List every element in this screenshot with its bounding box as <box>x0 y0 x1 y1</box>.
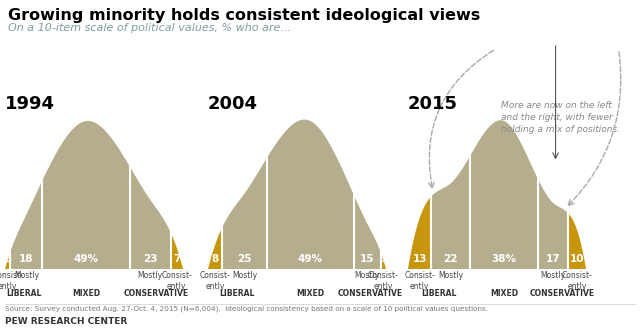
Text: MIXED: MIXED <box>296 289 324 298</box>
Text: PEW RESEARCH CENTER: PEW RESEARCH CENTER <box>5 317 127 326</box>
Text: 10: 10 <box>570 254 584 264</box>
Text: LIBERAL: LIBERAL <box>220 289 255 298</box>
Polygon shape <box>267 119 354 269</box>
Polygon shape <box>538 180 568 269</box>
Polygon shape <box>129 167 170 269</box>
Text: 1994: 1994 <box>5 95 55 113</box>
Polygon shape <box>42 121 129 269</box>
Text: LIBERAL: LIBERAL <box>6 289 42 298</box>
Text: 13: 13 <box>412 254 427 264</box>
Polygon shape <box>568 213 586 269</box>
Polygon shape <box>431 156 470 269</box>
Polygon shape <box>10 181 42 269</box>
Polygon shape <box>5 253 10 269</box>
Text: CONSERVATIVE: CONSERVATIVE <box>337 289 403 298</box>
Text: 2015: 2015 <box>408 95 458 113</box>
Polygon shape <box>408 197 431 269</box>
Text: 49%: 49% <box>298 254 323 264</box>
Polygon shape <box>354 196 381 269</box>
Polygon shape <box>208 228 222 269</box>
Text: 23: 23 <box>143 254 157 264</box>
Text: CONSERVATIVE: CONSERVATIVE <box>529 289 595 298</box>
Text: More are now on the left
and the right, with fewer
holding a mix of positions.: More are now on the left and the right, … <box>500 101 620 134</box>
Text: LIBERAL: LIBERAL <box>422 289 457 298</box>
Text: 7: 7 <box>173 254 180 264</box>
Text: Mostly: Mostly <box>232 271 257 280</box>
Text: Consist-
ently: Consist- ently <box>368 271 399 291</box>
Text: 17: 17 <box>546 254 561 264</box>
Text: Consist-
ently: Consist- ently <box>404 271 435 291</box>
Text: 15: 15 <box>360 254 374 264</box>
Text: Consist-
ently: Consist- ently <box>0 271 23 291</box>
Text: 3: 3 <box>4 254 12 264</box>
Polygon shape <box>222 159 267 269</box>
Text: 3: 3 <box>380 254 387 264</box>
Text: MIXED: MIXED <box>490 289 518 298</box>
Text: 18: 18 <box>19 254 34 264</box>
Text: Mostly: Mostly <box>355 271 380 280</box>
Text: 8: 8 <box>211 254 219 264</box>
Text: Source: Survey conducted Aug. 27-Oct. 4, 2015 (N=6,004).  Ideological consistenc: Source: Survey conducted Aug. 27-Oct. 4,… <box>5 306 488 312</box>
Polygon shape <box>470 120 538 269</box>
Text: On a 10-item scale of political values, % who are...: On a 10-item scale of political values, … <box>8 23 291 33</box>
Text: Consist-
ently: Consist- ently <box>200 271 230 291</box>
Text: Mostly: Mostly <box>138 271 163 280</box>
Text: Mostly: Mostly <box>14 271 39 280</box>
Text: 49%: 49% <box>74 254 99 264</box>
Text: Consist-
ently: Consist- ently <box>562 271 593 291</box>
Text: CONSERVATIVE: CONSERVATIVE <box>124 289 189 298</box>
Text: 38%: 38% <box>492 254 516 264</box>
Text: 2004: 2004 <box>208 95 258 113</box>
Text: Mostly: Mostly <box>438 271 463 280</box>
Text: 25: 25 <box>237 254 252 264</box>
Text: MIXED: MIXED <box>72 289 100 298</box>
Text: Mostly: Mostly <box>541 271 566 280</box>
Text: Growing minority holds consistent ideological views: Growing minority holds consistent ideolo… <box>8 8 480 23</box>
Text: Consist-
ently: Consist- ently <box>161 271 192 291</box>
Text: 22: 22 <box>444 254 458 264</box>
Polygon shape <box>170 233 183 269</box>
Polygon shape <box>381 253 386 269</box>
